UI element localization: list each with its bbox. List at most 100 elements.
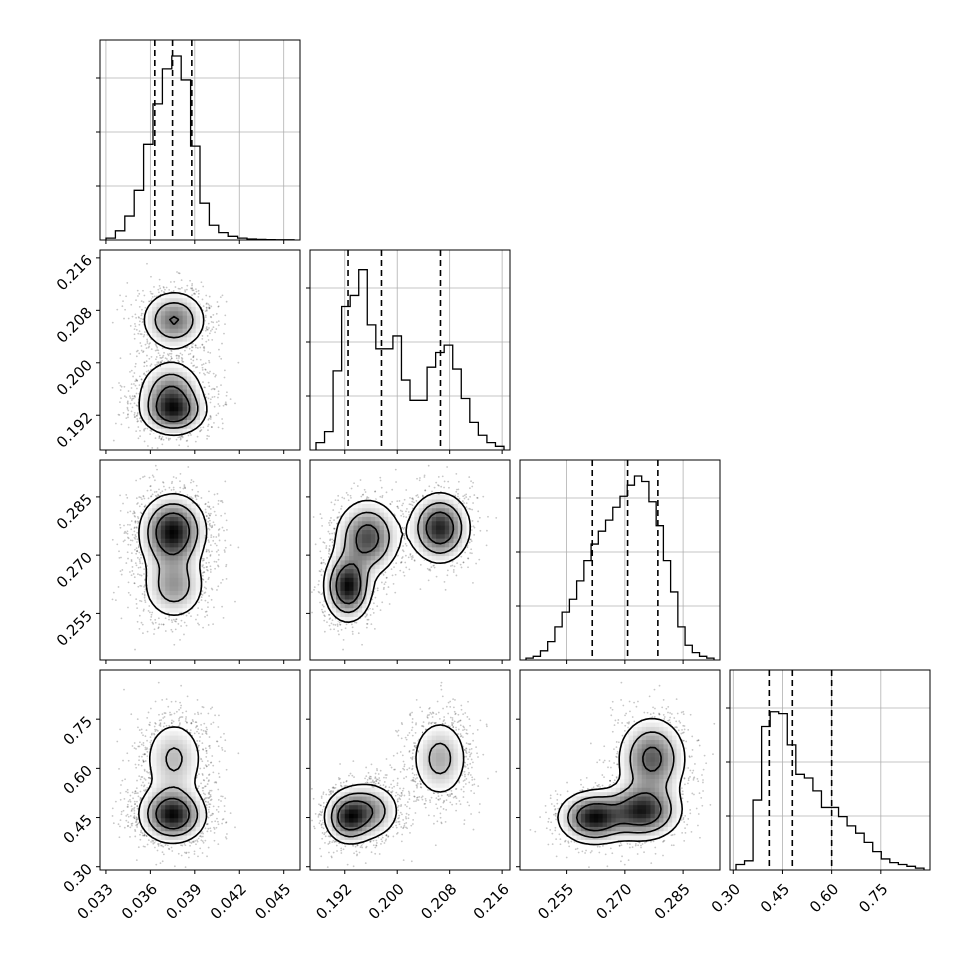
density-cell	[147, 332, 153, 338]
sample-point	[201, 590, 204, 593]
sample-point	[209, 315, 212, 318]
sample-point	[126, 511, 129, 514]
density-cell	[143, 415, 149, 420]
density-cell	[152, 332, 157, 338]
sample-point	[134, 365, 137, 368]
sample-point	[215, 312, 218, 315]
sample-point	[225, 394, 228, 397]
density-cell	[178, 297, 184, 303]
density-cell	[165, 428, 170, 434]
sample-point	[208, 514, 211, 517]
sample-point	[223, 369, 226, 372]
density-cell	[173, 371, 179, 377]
density-cell	[173, 332, 179, 338]
density-cell	[147, 397, 153, 403]
histogram-steps	[315, 269, 505, 450]
density-cell	[169, 310, 175, 316]
sample-point	[159, 356, 162, 359]
sample-point	[143, 475, 146, 478]
sample-point	[143, 361, 146, 364]
sample-point	[218, 554, 220, 556]
density-cell	[152, 323, 157, 329]
sample-point	[202, 626, 204, 629]
sample-point	[191, 346, 194, 349]
sample-point	[210, 536, 213, 538]
sample-point	[170, 355, 173, 358]
sample-point	[192, 355, 195, 357]
panel-frame	[519, 459, 721, 661]
density-cell	[147, 306, 153, 312]
density-cell	[186, 393, 192, 399]
sample-point	[203, 557, 205, 560]
sample-point	[146, 630, 149, 633]
sample-point	[133, 383, 135, 385]
sample-point	[168, 618, 170, 621]
sample-point	[157, 362, 160, 365]
sample-point	[205, 396, 208, 399]
sample-point	[177, 359, 180, 362]
sample-point	[204, 386, 206, 389]
sample-point	[134, 520, 137, 522]
sample-point	[143, 573, 145, 575]
sample-point	[211, 426, 213, 428]
density-cell	[152, 336, 157, 342]
density-cell	[152, 376, 157, 381]
sample-point	[150, 430, 153, 433]
sample-point	[163, 291, 166, 294]
sample-point	[185, 614, 188, 617]
density-cell	[178, 328, 184, 334]
sample-point	[201, 368, 204, 371]
density-cell	[195, 380, 201, 386]
density-cell	[191, 397, 197, 403]
sample-point	[209, 332, 211, 335]
sample-point	[220, 581, 222, 584]
density-cell	[160, 397, 166, 403]
sample-point	[135, 404, 138, 407]
sample-point	[149, 618, 152, 621]
density-cell	[191, 419, 197, 425]
sample-point	[143, 429, 146, 432]
sample-point	[190, 615, 192, 618]
density-cell	[178, 323, 184, 329]
sample-point	[174, 286, 177, 288]
sample-point	[203, 347, 206, 350]
sample-point	[119, 389, 122, 391]
sample-point	[208, 523, 211, 526]
sample-point	[135, 316, 138, 319]
sample-point	[135, 355, 138, 358]
sample-point	[138, 496, 141, 498]
sample-point	[129, 539, 132, 542]
sample-point	[164, 357, 167, 360]
density-cell	[178, 406, 184, 412]
sample-point	[205, 327, 208, 330]
sample-point	[213, 388, 216, 391]
sample-point	[205, 308, 208, 311]
density-cell	[191, 402, 197, 407]
density-cell	[169, 306, 175, 312]
sample-point	[142, 495, 145, 498]
sample-point	[221, 578, 224, 581]
density-cell	[156, 428, 162, 434]
density-cell	[173, 415, 179, 420]
density-cell	[182, 328, 188, 334]
sample-point	[224, 403, 227, 406]
sample-point	[126, 408, 129, 410]
sample-point	[176, 354, 179, 357]
sample-point	[158, 284, 161, 287]
sample-point	[153, 628, 156, 631]
sample-point	[135, 430, 138, 433]
sample-point	[139, 496, 142, 499]
sample-point	[136, 503, 138, 505]
density-cell	[200, 406, 205, 412]
sample-point	[135, 299, 137, 302]
sample-point	[140, 574, 143, 577]
sample-point	[141, 593, 144, 595]
sample-point	[175, 477, 178, 479]
sample-point	[129, 370, 131, 373]
sample-point	[215, 414, 218, 417]
sample-point	[223, 332, 225, 335]
sample-point	[225, 577, 228, 580]
sample-point	[209, 565, 212, 568]
density-cell	[182, 376, 188, 381]
sample-point	[177, 354, 180, 357]
